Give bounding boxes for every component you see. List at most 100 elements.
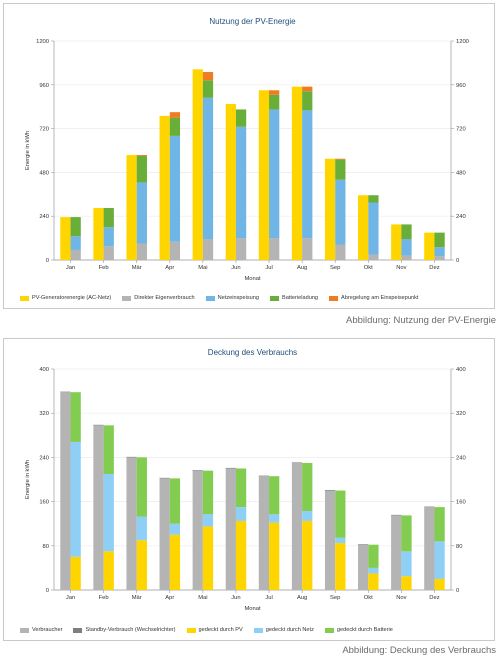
bar-gedeckt-durch-pv: [235, 520, 247, 590]
legend-swatch: [269, 295, 279, 301]
bar-batterieladung: [235, 109, 247, 127]
y-tick-label-right: 1200: [456, 39, 469, 45]
legend-label: Standby-Verbrauch (Wechselrichter): [85, 627, 176, 633]
bar-verbraucher: [358, 544, 369, 590]
bar-gedeckt-durch-pv: [103, 551, 114, 590]
bar-netzeinspeisung: [368, 202, 379, 255]
bar-gedeckt-durch-batterie: [136, 457, 147, 517]
legend-item[interactable]: Direkter Eigenverbrauch: [122, 295, 195, 301]
bar-verbraucher: [159, 478, 170, 590]
x-tick-label: Sep: [330, 265, 340, 271]
x-tick-label: Mär: [132, 265, 142, 271]
bar-gedeckt-durch-pv: [136, 540, 147, 590]
legend-label: Batterieladung: [281, 295, 319, 301]
bar-gedeckt-durch-pv: [202, 526, 214, 590]
legend-item[interactable]: Standby-Verbrauch (Wechselrichter): [73, 627, 176, 633]
bar-direkter-eigenverbrauch: [269, 238, 280, 260]
bar-batterieladung: [335, 159, 346, 180]
x-tick-label: Apr: [165, 265, 174, 271]
bar-abregelung-am-einspeisepunkt: [335, 158, 346, 160]
x-tick-label: Jul: [265, 265, 272, 271]
bar-pv-generatorenergie-ac-netz: [291, 86, 303, 260]
y-tick-label-right: 80: [456, 544, 462, 550]
x-tick-label: Apr: [165, 595, 174, 601]
y-tick-label-right: 240: [456, 214, 466, 220]
bar-abregelung-am-einspeisepunkt: [169, 112, 181, 118]
x-tick-label: Jul: [265, 595, 272, 601]
pv-usage-legend: PV-Generatorenergie (AC-Netz) Direkter Ei…: [20, 295, 490, 301]
legend-item[interactable]: Netzeinspeisung: [205, 295, 259, 301]
bar-standby-verbrauch-wechselrichter: [159, 477, 170, 479]
bar-pv-generatorenergie-ac-netz: [258, 90, 270, 261]
bar-gedeckt-durch-batterie: [401, 515, 412, 552]
consumption-caption: Abbildung: Deckung des Verbrauchs: [342, 645, 496, 656]
bar-verbraucher: [258, 476, 270, 590]
x-tick-label: Okt: [364, 595, 373, 601]
x-tick-label: Aug: [297, 265, 307, 271]
bar-standby-verbrauch-wechselrichter: [258, 475, 270, 477]
bar-batterieladung: [70, 217, 81, 237]
bar-gedeckt-durch-netz: [269, 514, 280, 523]
bar-verbraucher: [291, 462, 303, 590]
bar-standby-verbrauch-wechselrichter: [424, 506, 435, 508]
x-tick-label: Nov: [396, 265, 406, 271]
x-axis-label: Monat: [244, 606, 261, 612]
bar-gedeckt-durch-netz: [103, 473, 114, 552]
bar-gedeckt-durch-netz: [401, 551, 412, 577]
bar-gedeckt-durch-pv: [434, 578, 445, 590]
y-tick-label-left: 720: [39, 127, 49, 133]
legend-item[interactable]: PV-Generatorenergie (AC-Netz): [20, 295, 111, 301]
bar-batterieladung: [202, 80, 214, 98]
y-tick-label-right: 160: [456, 500, 466, 506]
y-tick-label-right: 480: [456, 170, 466, 176]
legend-item[interactable]: Verbraucher: [20, 627, 62, 633]
bar-verbraucher: [192, 470, 203, 590]
y-tick-label-left: 320: [39, 411, 49, 417]
bar-direkter-eigenverbrauch: [70, 249, 81, 260]
legend-item[interactable]: gedeckt durch PV: [186, 627, 243, 633]
y-tick-label-right: 960: [456, 83, 466, 89]
bar-netzeinspeisung: [70, 236, 81, 250]
bar-verbraucher: [93, 425, 104, 590]
bar-gedeckt-durch-batterie: [70, 392, 81, 442]
y-tick-label-left: 0: [46, 258, 49, 264]
x-tick-label: Okt: [364, 265, 373, 271]
bar-abregelung-am-einspeisepunkt: [269, 90, 280, 95]
legend-label: gedeckt durch Netz: [265, 627, 314, 633]
bar-gedeckt-durch-netz: [235, 507, 247, 521]
bar-gedeckt-durch-netz: [434, 541, 445, 579]
bar-batterieladung: [269, 94, 280, 110]
bar-pv-generatorenergie-ac-netz: [60, 217, 71, 260]
bar-standby-verbrauch-wechselrichter: [225, 467, 236, 469]
y-tick-label-right: 0: [456, 258, 459, 264]
bar-pv-generatorenergie-ac-netz: [159, 115, 170, 260]
legend-label: Direkter Eigenverbrauch: [134, 295, 195, 301]
x-tick-label: Feb: [99, 265, 109, 271]
bar-abregelung-am-einspeisepunkt: [136, 155, 147, 156]
bar-gedeckt-durch-pv: [335, 543, 346, 590]
legend-item[interactable]: gedeckt durch Batterie: [324, 627, 393, 633]
bar-standby-verbrauch-wechselrichter: [358, 544, 369, 545]
bar-pv-generatorenergie-ac-netz: [424, 232, 435, 260]
bar-gedeckt-durch-pv: [269, 522, 280, 590]
bar-batterieladung: [103, 207, 114, 228]
y-tick-label-left: 1200: [36, 39, 49, 45]
bar-standby-verbrauch-wechselrichter: [192, 470, 203, 471]
bar-gedeckt-durch-netz: [335, 537, 346, 544]
bar-gedeckt-durch-netz: [302, 510, 313, 521]
legend-item[interactable]: Abregelung am Einspeisepunkt: [329, 295, 418, 301]
bar-standby-verbrauch-wechselrichter: [291, 462, 303, 463]
bar-verbraucher: [60, 392, 71, 590]
bar-batterieladung: [401, 224, 412, 240]
bar-gedeckt-durch-netz: [169, 523, 181, 535]
legend-label: Netzeinspeisung: [217, 295, 259, 301]
legend-item[interactable]: gedeckt durch Netz: [253, 627, 314, 633]
bar-netzeinspeisung: [235, 126, 247, 239]
bar-verbraucher: [391, 515, 402, 590]
legend-item[interactable]: Batterieladung: [269, 295, 319, 301]
bar-netzeinspeisung: [202, 97, 214, 240]
bar-direkter-eigenverbrauch: [434, 256, 445, 260]
bar-pv-generatorenergie-ac-netz: [391, 224, 402, 260]
legend-swatch: [20, 627, 29, 633]
x-tick-label: Dez: [429, 595, 439, 601]
